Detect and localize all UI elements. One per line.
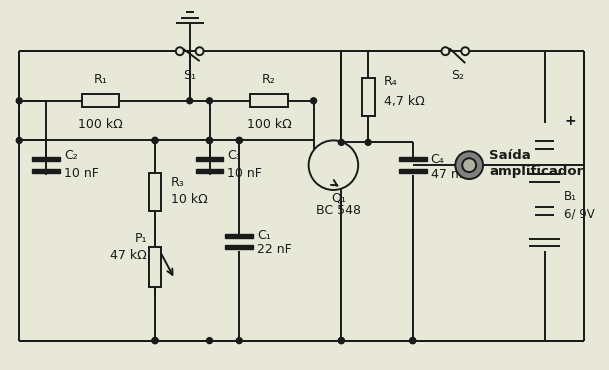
Circle shape — [16, 98, 22, 104]
Circle shape — [206, 98, 213, 104]
Text: 6/ 9V: 6/ 9V — [565, 207, 595, 220]
Text: R₁: R₁ — [94, 73, 107, 86]
Circle shape — [311, 98, 317, 104]
Circle shape — [365, 139, 371, 145]
Text: 100 kΩ: 100 kΩ — [247, 118, 291, 131]
Text: 47 kΩ: 47 kΩ — [110, 249, 147, 262]
Circle shape — [152, 137, 158, 143]
Bar — [399, 157, 426, 161]
Text: C₁: C₁ — [257, 229, 271, 242]
Text: B₁: B₁ — [565, 191, 577, 204]
Circle shape — [236, 137, 242, 143]
Bar — [225, 233, 253, 238]
Bar — [225, 245, 253, 249]
Circle shape — [152, 137, 158, 143]
Circle shape — [187, 98, 192, 104]
Text: C₂: C₂ — [64, 149, 77, 162]
Circle shape — [195, 47, 203, 55]
Text: 10 nF: 10 nF — [227, 166, 262, 179]
Text: R₃: R₃ — [171, 175, 185, 189]
Bar — [149, 248, 161, 287]
Text: 4,7 kΩ: 4,7 kΩ — [384, 95, 424, 108]
Text: R₄: R₄ — [384, 75, 398, 88]
Text: BC 548: BC 548 — [316, 204, 361, 217]
Circle shape — [206, 338, 213, 344]
Circle shape — [236, 338, 242, 344]
Text: Saída: Saída — [489, 149, 531, 162]
Circle shape — [456, 151, 483, 179]
Circle shape — [152, 338, 158, 344]
Circle shape — [461, 47, 469, 55]
Circle shape — [206, 137, 213, 143]
Bar — [250, 94, 288, 107]
Text: amplificador: amplificador — [489, 165, 583, 178]
Text: R₂: R₂ — [262, 73, 276, 86]
Circle shape — [309, 140, 358, 190]
Circle shape — [339, 338, 344, 344]
Circle shape — [442, 47, 449, 55]
Bar — [149, 173, 161, 211]
Bar — [195, 169, 224, 173]
Bar — [195, 157, 224, 161]
Text: 22 nF: 22 nF — [257, 243, 292, 256]
Circle shape — [16, 137, 22, 143]
Bar — [32, 169, 60, 173]
Text: 10 kΩ: 10 kΩ — [171, 194, 208, 206]
Text: 10 nF: 10 nF — [64, 166, 99, 179]
Text: S₁: S₁ — [183, 69, 196, 82]
Bar — [362, 78, 375, 115]
Text: S₂: S₂ — [451, 69, 464, 82]
Circle shape — [152, 338, 158, 344]
Bar — [399, 169, 426, 173]
Text: P₁: P₁ — [135, 232, 147, 245]
Text: 47 nF: 47 nF — [431, 168, 465, 181]
Text: +: + — [565, 114, 576, 128]
Circle shape — [176, 47, 184, 55]
Circle shape — [410, 338, 416, 344]
Text: Q₁: Q₁ — [331, 192, 346, 205]
Circle shape — [462, 158, 476, 172]
Circle shape — [410, 338, 416, 344]
Text: C₃: C₃ — [227, 149, 241, 162]
Circle shape — [339, 338, 344, 344]
Circle shape — [339, 139, 344, 145]
Text: C₄: C₄ — [431, 153, 445, 166]
Circle shape — [206, 137, 213, 143]
Bar — [82, 94, 119, 107]
Bar — [32, 157, 60, 161]
Text: 100 kΩ: 100 kΩ — [78, 118, 123, 131]
Circle shape — [236, 137, 242, 143]
